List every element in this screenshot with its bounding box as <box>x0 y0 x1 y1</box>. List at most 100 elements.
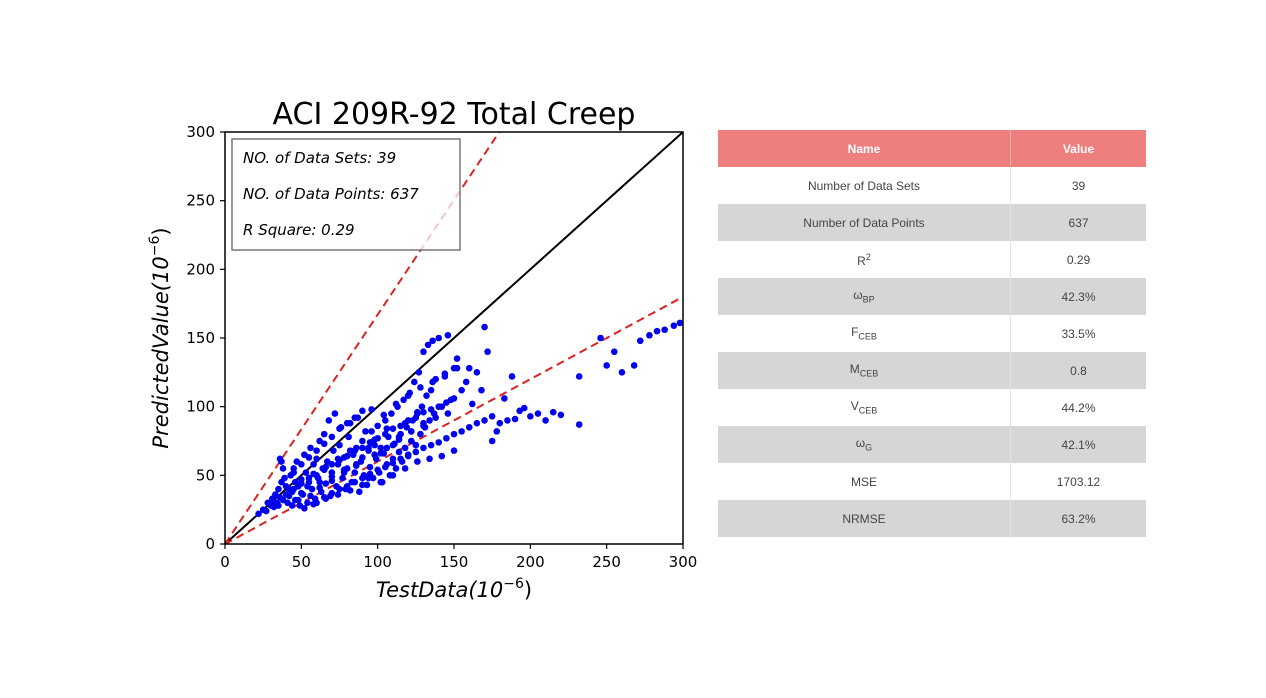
data-point <box>298 489 305 497</box>
reference-line-1 <box>224 131 501 545</box>
data-point <box>444 331 452 339</box>
data-point <box>392 400 400 408</box>
data-point <box>371 451 378 459</box>
table-row: ωG 42.1% <box>718 426 1146 463</box>
table-body: Number of Data Sets 39 Number of Data Poin… <box>718 167 1146 537</box>
data-point <box>465 364 473 372</box>
data-point <box>304 499 311 507</box>
data-point <box>527 412 534 420</box>
data-point <box>401 465 409 472</box>
metric-name: Number of Data Points <box>803 215 925 230</box>
data-point <box>359 407 366 415</box>
data-point <box>345 433 352 441</box>
data-point <box>316 478 323 486</box>
data-point <box>603 362 610 369</box>
metric-name-cell: MCEB <box>718 352 1011 389</box>
data-point <box>417 430 424 438</box>
data-point <box>411 378 418 386</box>
data-point <box>368 406 375 413</box>
data-point <box>366 463 374 471</box>
data-point <box>322 463 330 471</box>
annotation-box: NO. of Data Sets: 39 NO. of Data Points:… <box>231 138 461 251</box>
metric-name: NRMSE <box>842 511 886 526</box>
data-point <box>328 461 336 468</box>
data-point <box>493 428 501 435</box>
x-tick-label: 50 <box>292 553 311 571</box>
data-point <box>407 437 415 445</box>
data-points <box>255 319 684 518</box>
metric-name-subscript: G <box>865 442 873 453</box>
data-point <box>427 386 435 394</box>
x-axis-label-close: ) <box>524 578 532 602</box>
data-point <box>412 414 420 421</box>
metric-value: 42.1% <box>1010 426 1146 463</box>
data-point <box>450 447 458 454</box>
metric-name-cell: Number of Data Sets <box>718 167 1011 204</box>
data-point <box>383 444 391 452</box>
metric-value: 33.5% <box>1010 315 1146 352</box>
metric-value: 39 <box>1010 167 1146 204</box>
reference-lines <box>224 131 684 545</box>
metric-name: ω <box>853 288 863 303</box>
data-point <box>520 404 528 412</box>
data-point <box>322 495 330 502</box>
data-point <box>401 444 409 452</box>
data-point <box>426 455 433 463</box>
data-point <box>444 410 452 417</box>
data-point <box>365 474 372 482</box>
data-point <box>362 428 369 435</box>
annotation-line: NO. of Data Points: 637 <box>243 185 419 203</box>
x-axis-label-main: TestData(10 <box>376 578 503 602</box>
data-point <box>465 423 473 431</box>
data-point <box>290 485 298 493</box>
metric-name-cell: VCEB <box>718 389 1011 426</box>
data-point <box>328 489 336 497</box>
x-tick-label: 100 <box>363 553 392 571</box>
data-point <box>611 348 618 356</box>
data-point <box>414 408 421 416</box>
data-point <box>670 322 678 329</box>
data-point <box>305 474 313 482</box>
x-tick-label: 150 <box>440 553 469 571</box>
data-point <box>336 425 343 432</box>
table-row: NRMSE 63.2% <box>718 500 1146 537</box>
y-axis-label-close: ) <box>149 227 173 235</box>
data-point <box>346 487 354 494</box>
y-axis-label-exp: −6 <box>147 236 163 257</box>
data-point <box>389 472 397 479</box>
data-point <box>557 411 565 419</box>
data-point <box>511 415 519 423</box>
metric-name-cell: FCEB <box>718 315 1011 352</box>
data-point <box>443 434 450 442</box>
table-row: MSE 1703.12 <box>718 463 1146 500</box>
data-point <box>404 392 412 399</box>
metric-name-subscript: BP <box>862 294 875 305</box>
metric-value: 42.3% <box>1010 278 1146 315</box>
chart-title: ACI 209R-92 Total Creep <box>273 97 636 132</box>
metric-name-cell: Number of Data Points <box>718 204 1011 241</box>
data-point <box>417 384 424 391</box>
table-row: ωBP 42.3% <box>718 278 1146 315</box>
metric-value: 637 <box>1010 204 1146 241</box>
data-point <box>392 465 400 472</box>
data-point <box>307 444 314 452</box>
data-point <box>597 334 604 342</box>
annotation-line: R Square: 0.29 <box>243 221 355 239</box>
data-point <box>389 459 397 467</box>
data-point <box>275 502 282 509</box>
data-point <box>458 386 465 394</box>
data-point <box>469 400 476 408</box>
data-point <box>443 399 450 406</box>
metric-value: 44.2% <box>1010 389 1146 426</box>
data-point <box>646 331 653 339</box>
y-tick-label: 100 <box>186 398 215 416</box>
data-point <box>282 491 290 498</box>
metric-name-subscript: CEB <box>858 405 878 416</box>
metric-name: Number of Data Sets <box>807 178 921 193</box>
y-tick-label: 50 <box>196 466 215 484</box>
data-point <box>276 455 284 463</box>
data-point <box>435 403 443 410</box>
data-point <box>316 484 323 491</box>
metric-name: F <box>851 325 859 340</box>
data-point <box>427 441 435 449</box>
